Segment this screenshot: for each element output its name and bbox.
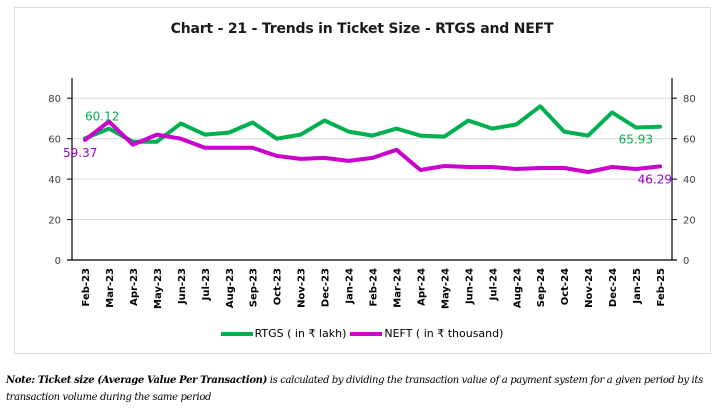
x-axis-ticks: Feb-23 Mar-23 Apr-23 May-23 Jun-23 Jul-23 Aug-… <box>81 268 667 309</box>
x-tick-label: Jul-24 <box>488 268 499 301</box>
y-tick-label: 60 <box>48 135 61 146</box>
x-tick-label: May-23 <box>153 268 164 309</box>
legend-swatch-rtgs <box>220 331 253 336</box>
y2-tick-label: 80 <box>683 94 696 105</box>
x-tick-label: Apr-24 <box>416 268 427 306</box>
x-tick-label: Dec-23 <box>321 268 332 307</box>
x-tick-label: Jan-24 <box>345 268 356 305</box>
y-tick-label: 40 <box>48 175 61 186</box>
chart-note: Note: Ticket size (Average Value Per Tra… <box>6 372 721 406</box>
y-tick-label: 20 <box>48 216 61 227</box>
y2-tick-label: 60 <box>683 135 696 146</box>
legend: RTGS ( in ₹ lakh) NEFT ( in ₹ thousand) <box>0 327 724 340</box>
x-tick-label: Feb-24 <box>369 268 380 306</box>
neft-line <box>83 119 662 174</box>
chart-title: Chart - 21 - Trends in Ticket Size - RTG… <box>170 21 554 37</box>
y2-tick-label: 0 <box>683 256 689 267</box>
x-tick-label: Sep-23 <box>249 268 260 307</box>
x-tick-label: Jan-25 <box>632 268 643 305</box>
chart-frame <box>14 7 711 354</box>
x-tick-label: Oct-24 <box>560 268 571 305</box>
x-tick-label: Mar-24 <box>392 268 403 308</box>
y2-tick-label: 40 <box>683 175 696 186</box>
x-tick-label: Nov-23 <box>297 268 308 308</box>
x-tick-label: Aug-23 <box>225 268 236 308</box>
x-tick-label: Aug-24 <box>512 268 523 308</box>
y2-tick-label: 20 <box>683 216 696 227</box>
axes <box>67 78 677 261</box>
y-tick-label: 80 <box>48 94 61 105</box>
x-tick-label: Nov-24 <box>584 268 595 308</box>
rtgs-data-label: 60.12 <box>85 109 119 123</box>
data-labels: 60.12 65.93 59.37 46.29 <box>63 109 672 186</box>
x-tick-label: Oct-23 <box>273 268 284 305</box>
note-lead: Note: Ticket size (Average Value Per Tra… <box>6 375 267 386</box>
rtgs-data-label: 65.93 <box>619 133 653 147</box>
x-tick-label: Feb-25 <box>656 268 667 306</box>
legend-item-rtgs[interactable]: RTGS ( in ₹ lakh) <box>220 327 347 340</box>
legend-label-rtgs: RTGS ( in ₹ lakh) <box>254 327 347 340</box>
legend-item-neft[interactable]: NEFT ( in ₹ thousand) <box>350 327 503 340</box>
x-tick-label: Jun-23 <box>177 268 188 305</box>
legend-label-neft: NEFT ( in ₹ thousand) <box>384 327 504 340</box>
note-body: is calculated by dividing the transactio… <box>6 375 703 403</box>
x-tick-label: Jun-24 <box>464 268 475 305</box>
y-axis-right-ticks: 0 20 40 60 80 <box>672 94 696 267</box>
neft-data-label: 46.29 <box>638 172 672 186</box>
x-tick-label: Apr-23 <box>129 268 140 306</box>
y-axis-left-ticks: 0 20 40 60 80 <box>48 94 72 267</box>
gridlines <box>72 97 672 221</box>
x-tick-label: Mar-23 <box>105 268 116 308</box>
legend-swatch-neft <box>350 331 383 336</box>
x-tick-label: Jul-23 <box>201 268 212 301</box>
x-tick-label: Dec-24 <box>608 268 619 307</box>
x-tick-label: Sep-24 <box>536 268 547 307</box>
rtgs-line <box>83 104 662 144</box>
neft-data-label: 59.37 <box>63 146 97 160</box>
y-tick-label: 0 <box>55 256 61 267</box>
series-lines <box>83 104 662 174</box>
x-tick-label: May-24 <box>440 268 451 309</box>
line-chart: 0 20 40 60 80 0 20 40 60 80 Feb-23 Mar-23 Apr-23 Ma… <box>48 78 696 309</box>
x-tick-label: Feb-23 <box>81 268 92 306</box>
